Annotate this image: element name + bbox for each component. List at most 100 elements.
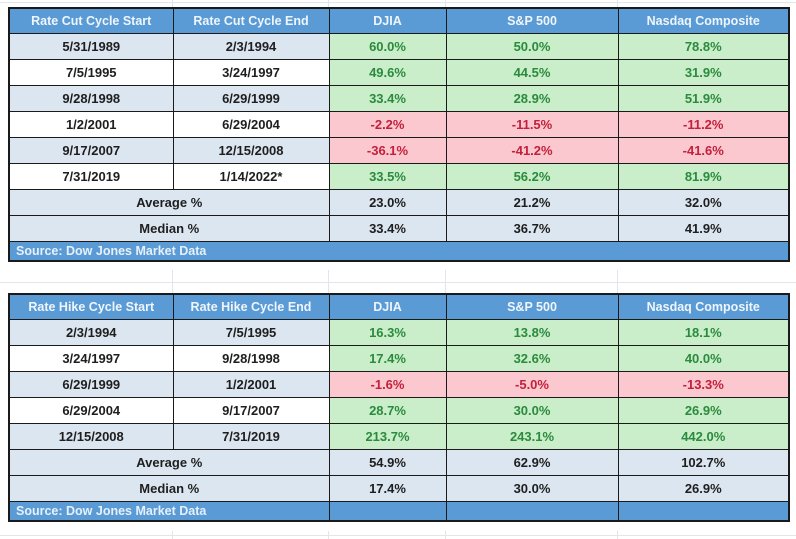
cell-djia[interactable]: 49.6% — [328, 59, 447, 86]
cell-djia[interactable]: -2.2% — [328, 111, 447, 138]
median-djia[interactable]: 17.4% — [328, 475, 447, 502]
table-row: 9/17/2007 12/15/2008 -36.1% -41.2% -41.6… — [8, 137, 790, 164]
gridline — [445, 270, 446, 293]
cell-cycle-start[interactable]: 3/24/1997 — [8, 345, 174, 372]
gridline — [445, 531, 446, 539]
cell-nasdaq[interactable]: -41.6% — [617, 137, 790, 164]
cell-nasdaq[interactable]: -13.3% — [617, 371, 790, 398]
cell-nasdaq[interactable]: 442.0% — [617, 423, 790, 450]
source-label: Source: Dow Jones Market Data — [8, 241, 790, 262]
average-djia[interactable]: 23.0% — [328, 189, 447, 216]
gridline — [0, 2, 796, 3]
cell-djia[interactable]: 60.0% — [328, 33, 447, 60]
median-row: Median % 33.4% 36.7% 41.9% — [8, 215, 790, 242]
cell-cycle-end[interactable]: 3/24/1997 — [172, 59, 330, 86]
cell-cycle-start[interactable]: 12/15/2008 — [8, 423, 174, 450]
cell-cycle-end[interactable]: 1/14/2022* — [172, 163, 330, 190]
cell-nasdaq[interactable]: 78.8% — [617, 33, 790, 60]
cell-djia[interactable]: -36.1% — [328, 137, 447, 164]
cell-cycle-end[interactable]: 1/2/2001 — [172, 371, 330, 398]
cell-cycle-end[interactable]: 6/29/1999 — [172, 85, 330, 112]
cell-cycle-end[interactable]: 9/28/1998 — [172, 345, 330, 372]
cell-sp500[interactable]: -41.2% — [445, 137, 619, 164]
cell-cycle-start[interactable]: 6/29/1999 — [8, 371, 174, 398]
median-label[interactable]: Median % — [8, 215, 330, 242]
cell-cycle-start[interactable]: 6/29/2004 — [8, 397, 174, 424]
cell-cycle-start[interactable]: 2/3/1994 — [8, 319, 174, 346]
gridline — [328, 0, 329, 7]
cell-cycle-end[interactable]: 12/15/2008 — [172, 137, 330, 164]
cell-nasdaq[interactable]: 40.0% — [617, 345, 790, 372]
cell-djia[interactable]: -1.6% — [328, 371, 447, 398]
cell-sp500[interactable]: 30.0% — [445, 397, 619, 424]
header-nasdaq[interactable]: Nasdaq Composite — [617, 293, 790, 320]
cell-sp500[interactable]: 44.5% — [445, 59, 619, 86]
median-sp500[interactable]: 36.7% — [445, 215, 619, 242]
median-djia[interactable]: 33.4% — [328, 215, 447, 242]
header-row: Rate Hike Cycle Start Rate Hike Cycle En… — [8, 293, 790, 320]
cell-nasdaq[interactable]: 51.9% — [617, 85, 790, 112]
cell-sp500[interactable]: 50.0% — [445, 33, 619, 60]
table-row: 5/31/1989 2/3/1994 60.0% 50.0% 78.8% — [8, 33, 790, 60]
header-rate-cut-end[interactable]: Rate Cut Cycle End — [172, 7, 330, 34]
gridline — [172, 531, 173, 539]
cell-nasdaq[interactable]: 81.9% — [617, 163, 790, 190]
cell-cycle-end[interactable]: 6/29/2004 — [172, 111, 330, 138]
cell-nasdaq[interactable]: 26.9% — [617, 397, 790, 424]
average-nasdaq[interactable]: 32.0% — [617, 189, 790, 216]
cell-sp500[interactable]: 243.1% — [445, 423, 619, 450]
cell-cycle-start[interactable]: 9/28/1998 — [8, 85, 174, 112]
cell-sp500[interactable]: 32.6% — [445, 345, 619, 372]
header-sp500[interactable]: S&P 500 — [445, 7, 619, 34]
median-nasdaq[interactable]: 26.9% — [617, 475, 790, 502]
average-sp500[interactable]: 21.2% — [445, 189, 619, 216]
cell-cycle-end[interactable]: 7/5/1995 — [172, 319, 330, 346]
header-djia[interactable]: DJIA — [328, 293, 447, 320]
cell-cycle-start[interactable]: 7/5/1995 — [8, 59, 174, 86]
cell-djia[interactable]: 28.7% — [328, 397, 447, 424]
average-label[interactable]: Average % — [8, 189, 330, 216]
table-row: 2/3/1994 7/5/1995 16.3% 13.8% 18.1% — [8, 319, 790, 346]
cell-cycle-end[interactable]: 7/31/2019 — [172, 423, 330, 450]
header-nasdaq[interactable]: Nasdaq Composite — [617, 7, 790, 34]
cell-cycle-end[interactable]: 9/17/2007 — [172, 397, 330, 424]
cell-nasdaq[interactable]: 18.1% — [617, 319, 790, 346]
cell-djia[interactable]: 213.7% — [328, 423, 447, 450]
cell-cycle-start[interactable]: 7/31/2019 — [8, 163, 174, 190]
cell-sp500[interactable]: -11.5% — [445, 111, 619, 138]
header-djia[interactable]: DJIA — [328, 7, 447, 34]
cell-cycle-start[interactable]: 9/17/2007 — [8, 137, 174, 164]
average-sp500[interactable]: 62.9% — [445, 449, 619, 476]
cell-cycle-start[interactable]: 1/2/2001 — [8, 111, 174, 138]
cell-nasdaq[interactable]: 31.9% — [617, 59, 790, 86]
cell-sp500[interactable]: 28.9% — [445, 85, 619, 112]
average-nasdaq[interactable]: 102.7% — [617, 449, 790, 476]
source-empty-cell — [328, 501, 447, 522]
rate-cut-cycle-table: Rate Cut Cycle Start Rate Cut Cycle End … — [8, 7, 790, 262]
cell-cycle-start[interactable]: 5/31/1989 — [8, 33, 174, 60]
cell-sp500[interactable]: 13.8% — [445, 319, 619, 346]
header-rate-cut-start[interactable]: Rate Cut Cycle Start — [8, 7, 174, 34]
header-rate-hike-end[interactable]: Rate Hike Cycle End — [172, 293, 330, 320]
median-label[interactable]: Median % — [8, 475, 330, 502]
header-rate-hike-start[interactable]: Rate Hike Cycle Start — [8, 293, 174, 320]
median-sp500[interactable]: 30.0% — [445, 475, 619, 502]
average-djia[interactable]: 54.9% — [328, 449, 447, 476]
table-row: 12/15/2008 7/31/2019 213.7% 243.1% 442.0… — [8, 423, 790, 450]
cell-djia[interactable]: 16.3% — [328, 319, 447, 346]
gridline — [328, 531, 329, 539]
median-nasdaq[interactable]: 41.9% — [617, 215, 790, 242]
cell-nasdaq[interactable]: -11.2% — [617, 111, 790, 138]
header-sp500[interactable]: S&P 500 — [445, 293, 619, 320]
cell-djia[interactable]: 33.5% — [328, 163, 447, 190]
cell-djia[interactable]: 33.4% — [328, 85, 447, 112]
cell-sp500[interactable]: 56.2% — [445, 163, 619, 190]
cell-sp500[interactable]: -5.0% — [445, 371, 619, 398]
median-row: Median % 17.4% 30.0% 26.9% — [8, 475, 790, 502]
cell-cycle-end[interactable]: 2/3/1994 — [172, 33, 330, 60]
gridline — [172, 270, 173, 293]
average-label[interactable]: Average % — [8, 449, 330, 476]
cell-djia[interactable]: 17.4% — [328, 345, 447, 372]
table-row: 1/2/2001 6/29/2004 -2.2% -11.5% -11.2% — [8, 111, 790, 138]
